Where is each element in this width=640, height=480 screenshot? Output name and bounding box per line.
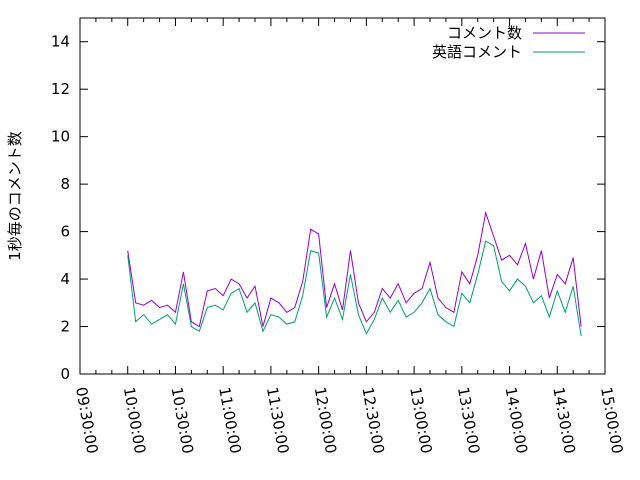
y-tick-label: 2 [60, 318, 70, 336]
x-tick-label: 09:30:00 [72, 386, 101, 455]
y-tick-label: 14 [51, 33, 70, 51]
y-tick-label: 10 [51, 128, 70, 146]
x-tick-label: 10:00:00 [120, 386, 149, 455]
x-tick-label: 14:00:00 [502, 386, 531, 455]
series-line [127, 210, 582, 328]
x-tick-label: 12:30:00 [358, 386, 387, 455]
legend-label: 英語コメント [432, 43, 522, 61]
y-tick-label: 0 [60, 365, 70, 383]
x-tick-label: 13:00:00 [406, 386, 435, 455]
y-tick-label: 12 [51, 80, 70, 98]
x-tick-label: 10:30:00 [168, 386, 197, 455]
plot-frame [79, 17, 606, 375]
x-tick-label: 13:30:00 [454, 386, 483, 455]
y-axis-label: 1秒毎のコメント数 [6, 131, 24, 261]
series-line [127, 240, 582, 337]
x-tick-label: 15:00:00 [597, 386, 626, 455]
x-tick-label: 11:00:00 [215, 386, 244, 455]
legend-label: コメント数 [447, 24, 522, 42]
x-tick-label: 14:30:00 [549, 386, 578, 455]
y-tick-label: 8 [60, 175, 70, 193]
y-tick-label: 6 [60, 223, 70, 241]
x-tick-label: 12:00:00 [311, 386, 340, 455]
y-tick-label: 4 [60, 270, 70, 288]
x-tick-label: 11:30:00 [263, 386, 292, 455]
